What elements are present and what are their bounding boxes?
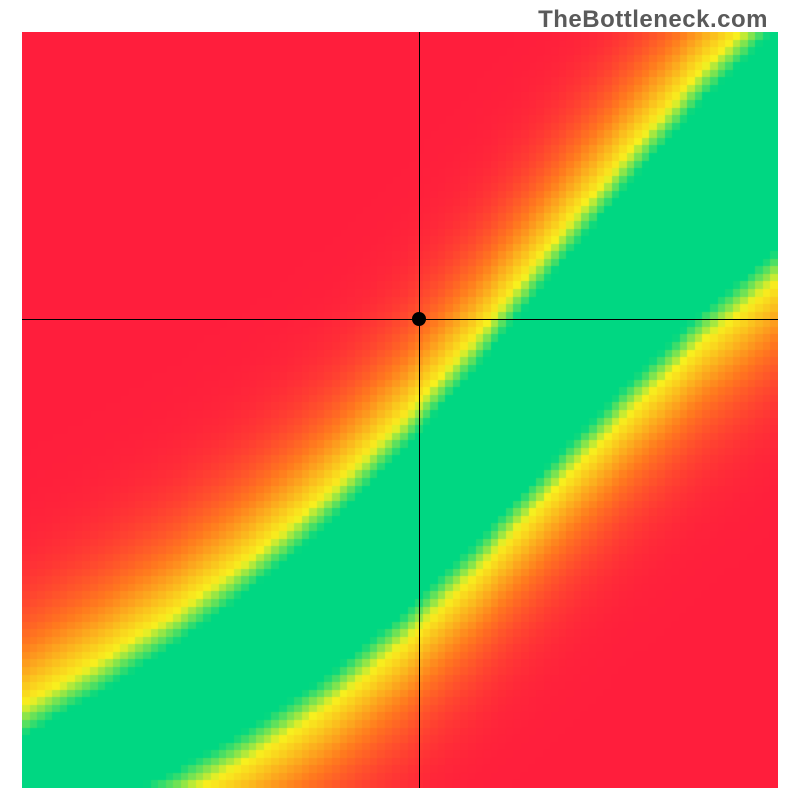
crosshair-marker: [412, 312, 426, 326]
crosshair-vertical: [419, 32, 420, 788]
crosshair-horizontal: [22, 319, 778, 320]
plot-area: [22, 32, 778, 788]
watermark-text: TheBottleneck.com: [538, 6, 768, 34]
bottleneck-heatmap: [22, 32, 778, 788]
